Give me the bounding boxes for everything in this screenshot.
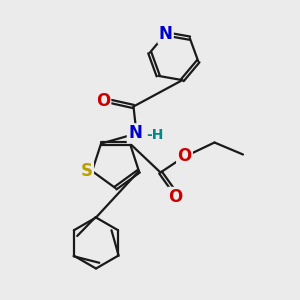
Text: N: N xyxy=(159,25,172,43)
Text: N: N xyxy=(128,124,142,142)
Text: O: O xyxy=(96,92,110,110)
Text: O: O xyxy=(177,147,192,165)
Text: -H: -H xyxy=(146,128,164,142)
Text: O: O xyxy=(168,188,183,206)
Text: S: S xyxy=(81,162,93,180)
